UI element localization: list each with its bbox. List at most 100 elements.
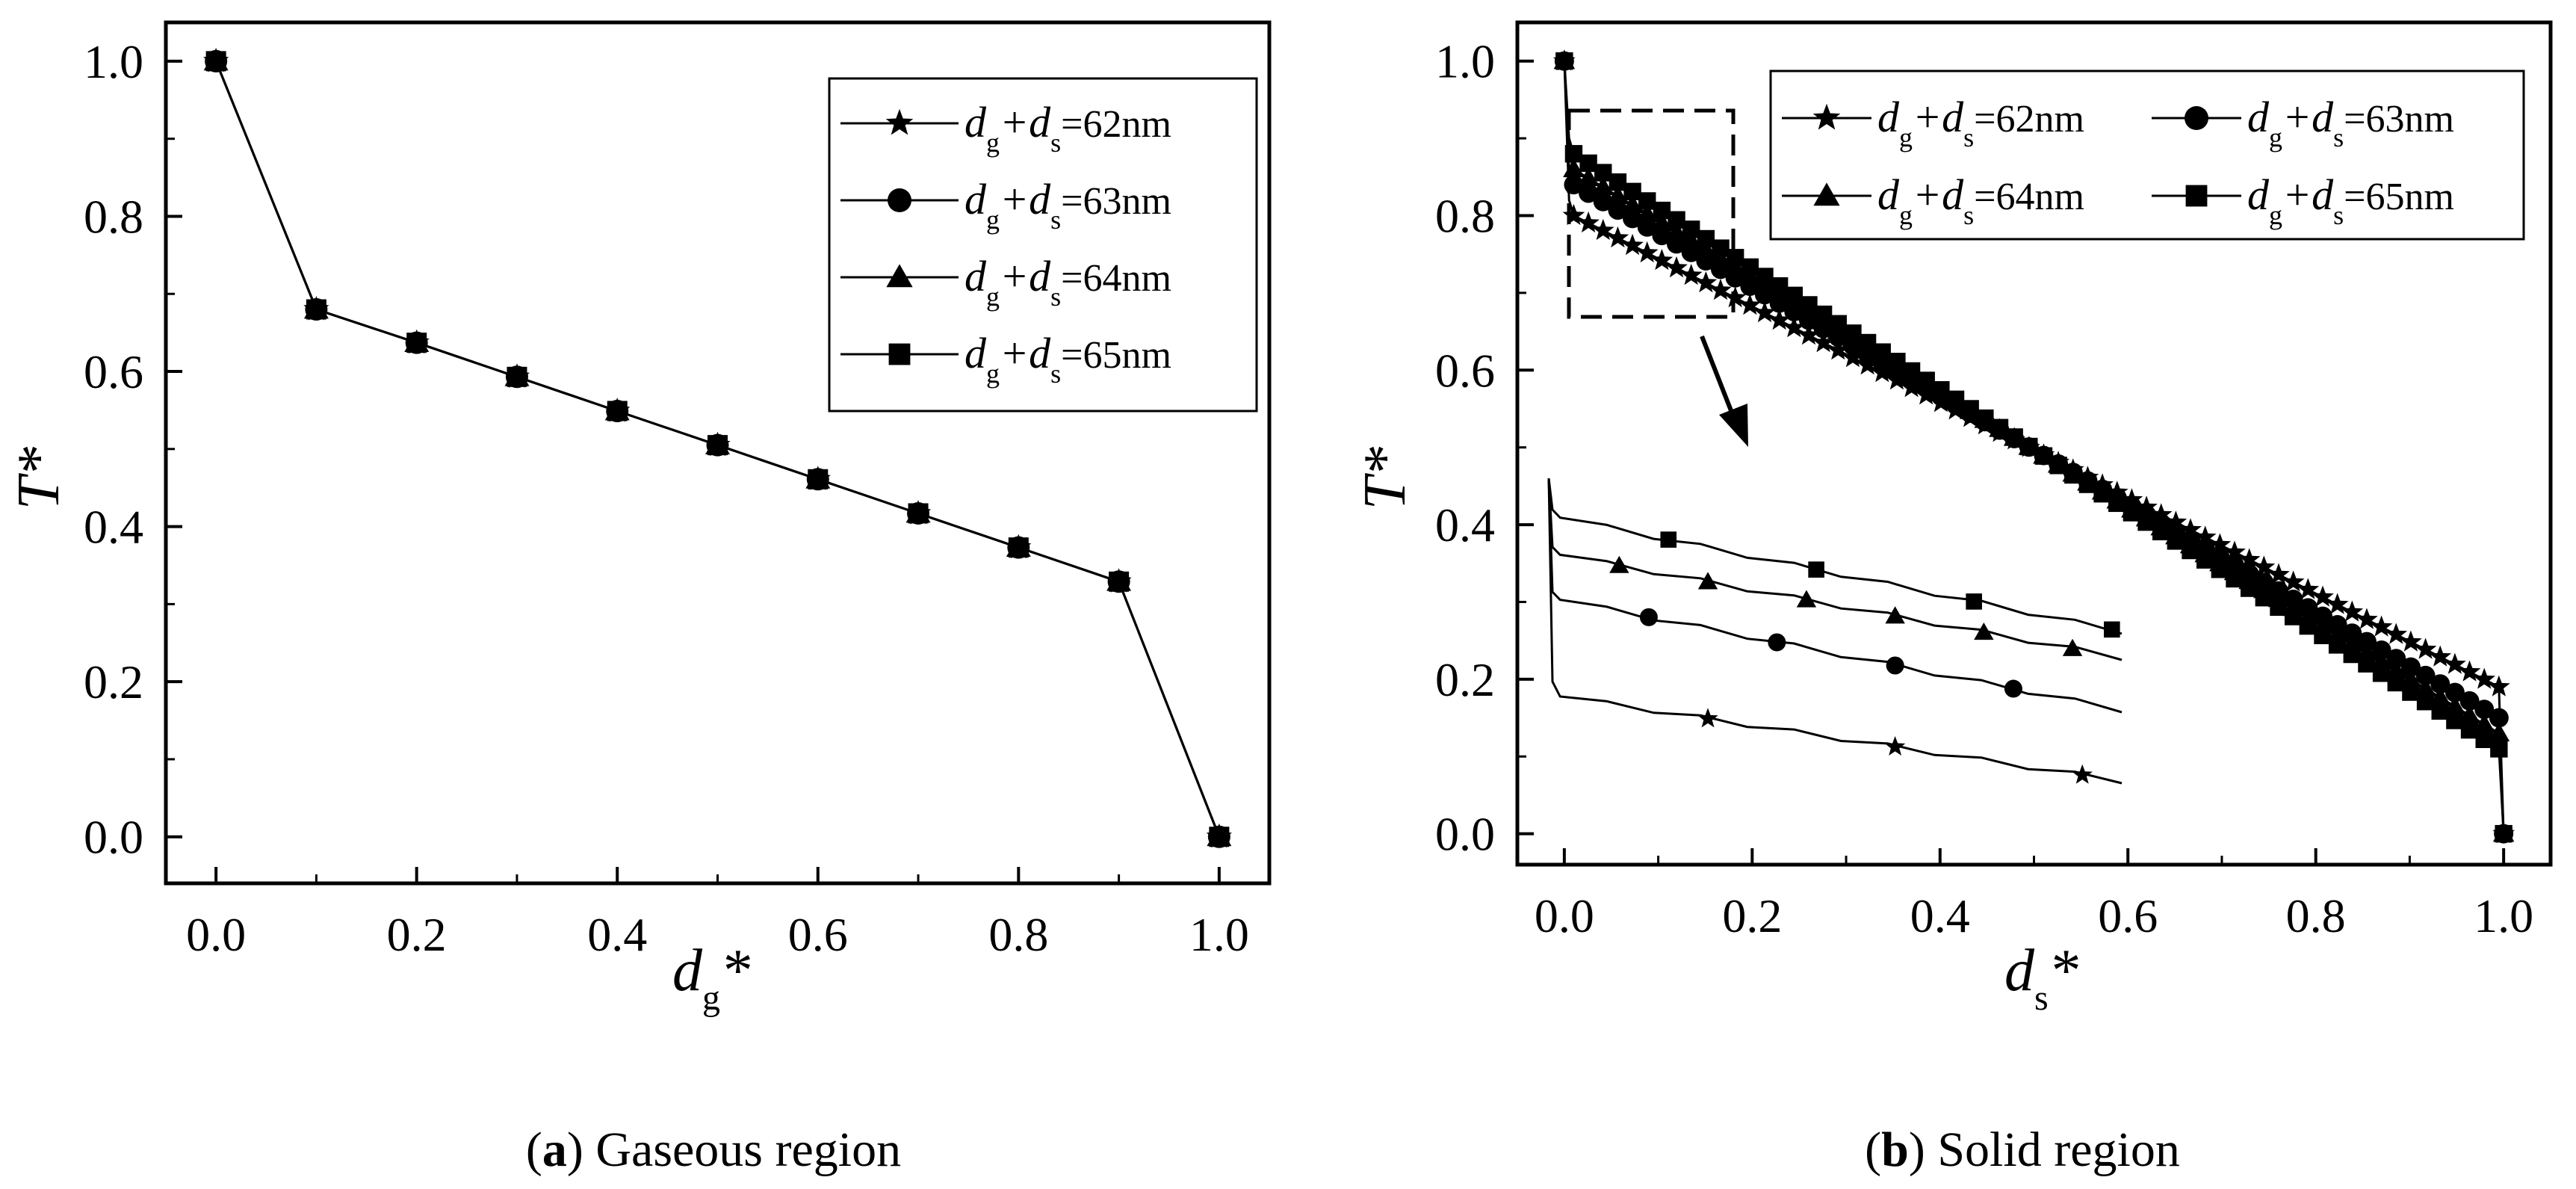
data-point-star bbox=[2326, 593, 2349, 614]
data-point-star bbox=[1562, 203, 1585, 226]
legend-marker-triangle bbox=[1813, 182, 1840, 206]
data-point-square bbox=[2167, 532, 2185, 550]
y-tick-label-a: 0.8 bbox=[84, 190, 143, 243]
data-point-triangle bbox=[2473, 713, 2495, 732]
data-point-triangle bbox=[1665, 221, 1688, 241]
legend-marker-triangle bbox=[886, 264, 913, 288]
data-point-triangle bbox=[2444, 695, 2466, 715]
data-point-square bbox=[1594, 164, 1612, 182]
data-point-square bbox=[406, 333, 427, 353]
y-axis-title-a: T* bbox=[6, 447, 72, 510]
data-point-square bbox=[1712, 239, 1730, 257]
x-axis-title-b: ds* bbox=[2004, 938, 2078, 1018]
x-tick-label-b: 0.0 bbox=[1535, 889, 1594, 942]
data-point-star bbox=[2370, 615, 2393, 637]
data-point-square bbox=[1917, 371, 1935, 389]
inset-point-circle bbox=[1768, 633, 1786, 652]
x-tick-label-a: 0.4 bbox=[587, 908, 647, 961]
data-point-star bbox=[1635, 241, 1659, 263]
data-point-triangle bbox=[1577, 167, 1600, 187]
data-point-square bbox=[2270, 598, 2288, 617]
data-point-square bbox=[1976, 409, 1994, 427]
data-point-circle bbox=[2489, 708, 2509, 728]
data-point-square bbox=[1638, 192, 1656, 210]
data-point-star bbox=[2208, 533, 2232, 555]
y-tick-label-b: 0.4 bbox=[1435, 498, 1495, 552]
data-point-square bbox=[2123, 504, 2141, 522]
series-markers-b bbox=[1553, 49, 2515, 844]
data-point-square bbox=[2343, 645, 2361, 664]
data-point-triangle bbox=[1607, 185, 1629, 205]
data-point-square bbox=[1858, 333, 1877, 352]
data-point-star bbox=[1812, 331, 1835, 353]
data-point-square bbox=[2093, 485, 2111, 503]
data-point-circle bbox=[2415, 665, 2436, 685]
legend-marker-circle bbox=[2185, 106, 2208, 130]
data-point-star bbox=[1606, 226, 1629, 248]
data-point-star bbox=[2164, 510, 2188, 532]
inset-point-triangle bbox=[1974, 623, 1994, 640]
data-point-square bbox=[1829, 315, 1847, 333]
data-point-star bbox=[2267, 563, 2290, 584]
legend-box-a bbox=[828, 77, 1258, 413]
data-point-square bbox=[1682, 220, 1700, 238]
data-point-square bbox=[2049, 457, 2067, 475]
data-point-circle bbox=[2356, 631, 2377, 652]
data-point-circle bbox=[2474, 699, 2495, 720]
data-point-square bbox=[1902, 362, 1921, 380]
inset-line-square bbox=[1547, 478, 2123, 635]
inset-point-circle bbox=[2004, 679, 2022, 698]
data-point-square bbox=[1946, 390, 1965, 409]
data-point-star bbox=[1739, 294, 1762, 315]
data-point-square bbox=[2064, 466, 2082, 484]
y-tick-label-a: 0.0 bbox=[84, 811, 143, 864]
data-point-square bbox=[2211, 560, 2229, 578]
data-point-square bbox=[2314, 626, 2332, 644]
data-point-square bbox=[1814, 305, 1833, 324]
data-point-star bbox=[2429, 645, 2452, 667]
inset-point-circle bbox=[1886, 656, 1904, 675]
inset-point-triangle bbox=[2062, 638, 2083, 656]
data-point-square bbox=[2475, 730, 2493, 748]
data-point-square bbox=[908, 503, 929, 524]
data-point-square bbox=[2328, 636, 2347, 654]
y-tick-label-b: 1.0 bbox=[1435, 35, 1495, 88]
data-point-star bbox=[1827, 339, 1850, 360]
data-point-star bbox=[2400, 630, 2422, 652]
data-point-triangle bbox=[2488, 722, 2510, 741]
data-point-star bbox=[1842, 346, 1864, 368]
data-point-star bbox=[1694, 271, 1718, 293]
data-point-star bbox=[2385, 623, 2408, 644]
data-point-star bbox=[1709, 279, 1732, 300]
data-point-star bbox=[2223, 540, 2246, 562]
tick-labels-a: 0.0 0.2 0.4 0.6 0.8 1.0 0.0 0.2 0.4 0.6 0.8 1.0 bbox=[84, 35, 1249, 961]
data-point-star bbox=[1798, 324, 1820, 345]
x-tick-label-b: 1.0 bbox=[2474, 889, 2533, 942]
data-point-triangle bbox=[2429, 687, 2451, 706]
data-point-square bbox=[1741, 258, 1759, 277]
data-point-square bbox=[2402, 683, 2420, 701]
data-point-square bbox=[2226, 569, 2244, 588]
inset-point-triangle bbox=[1609, 555, 1629, 573]
series-markers-a bbox=[203, 47, 1232, 848]
x-tick-label-a: 0.0 bbox=[186, 908, 246, 961]
data-point-square bbox=[1785, 286, 1803, 305]
data-point-circle bbox=[2445, 682, 2465, 702]
zoom-box bbox=[1567, 108, 1736, 319]
data-point-square bbox=[2108, 494, 2126, 513]
data-point-square bbox=[2152, 522, 2170, 540]
panel-solid-region: 0.0 0.2 0.4 0.6 0.8 1.00.00.20.40.60.81.0 T* … bbox=[1352, 20, 2553, 1177]
inset-point-triangle bbox=[1885, 606, 1905, 624]
legend-label: dg+ds=63nm bbox=[2247, 93, 2454, 152]
data-point-square bbox=[1555, 52, 1573, 70]
inset-point-circle bbox=[1639, 608, 1658, 626]
y-tick-label-b: 0.6 bbox=[1435, 344, 1495, 397]
data-point-square bbox=[1653, 201, 1671, 220]
data-point-square bbox=[2431, 702, 2449, 720]
data-point-square bbox=[1008, 537, 1029, 558]
data-point-star bbox=[2312, 585, 2334, 607]
y-tick-label-b: 0.8 bbox=[1435, 189, 1495, 242]
data-point-square bbox=[607, 401, 628, 421]
data-point-star bbox=[2458, 660, 2481, 682]
caption-b: (b) Solid region bbox=[1865, 1122, 2180, 1177]
